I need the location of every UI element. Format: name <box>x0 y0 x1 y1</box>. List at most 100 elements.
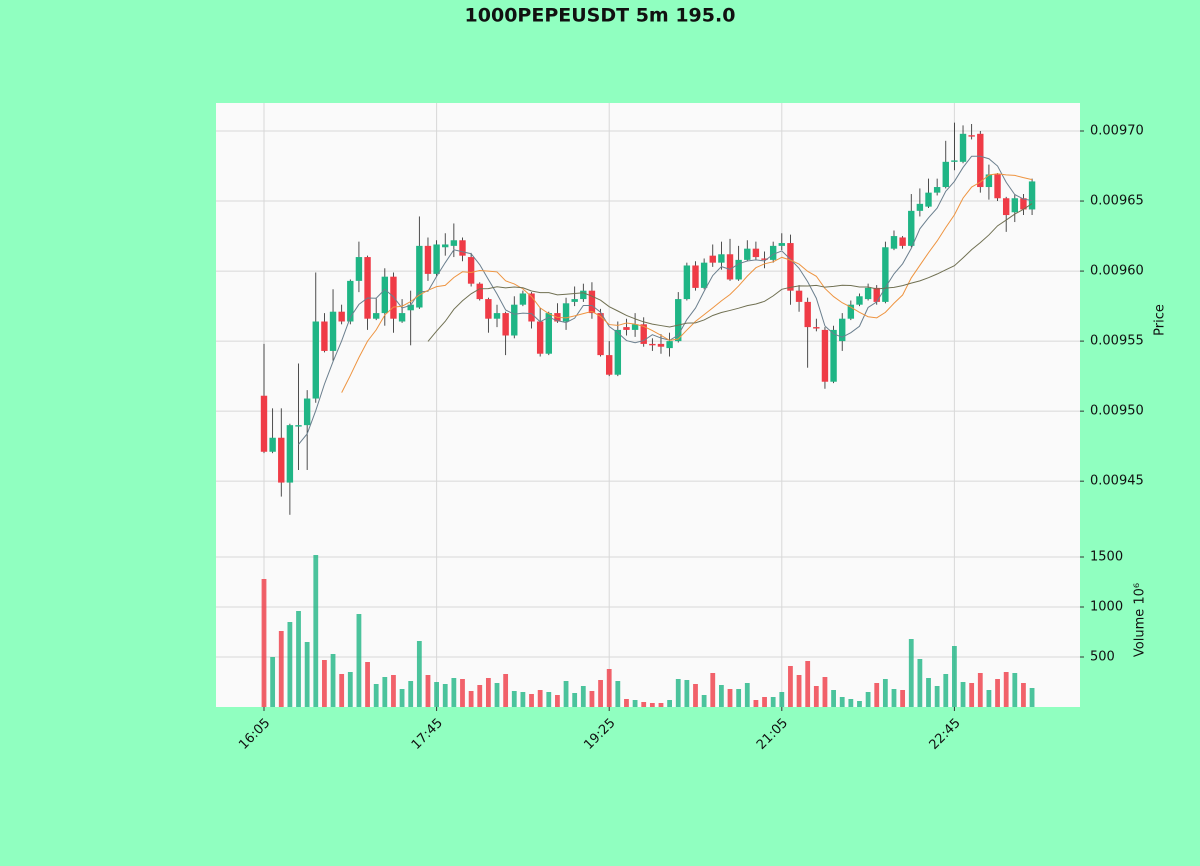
candle-body <box>278 437 285 483</box>
volume-bar <box>684 680 690 707</box>
volume-bar <box>770 697 776 707</box>
candle-body <box>485 299 492 319</box>
y-tick-label: 0.00955 <box>1090 334 1144 349</box>
candle-body <box>321 321 328 351</box>
volume-bar <box>882 679 888 707</box>
y-axis-label: Price <box>1153 304 1168 336</box>
volume-bar <box>788 666 793 707</box>
volume-bar <box>304 642 310 707</box>
candle-body <box>433 244 440 274</box>
candle-body <box>856 296 863 305</box>
volume-bar <box>908 639 914 707</box>
candle-body <box>752 248 760 258</box>
candle-body <box>700 262 708 288</box>
candle-body <box>614 329 622 375</box>
candle-body <box>476 283 483 300</box>
volume-bar <box>416 641 422 707</box>
volume-bar <box>1012 673 1018 707</box>
volume-bar <box>693 684 698 707</box>
candle-body <box>726 254 734 280</box>
candle-body <box>882 247 889 302</box>
moving-average-line <box>341 173 1033 393</box>
volume-bar <box>468 691 474 707</box>
volume-bar <box>744 683 750 707</box>
volume-bar <box>1021 683 1026 707</box>
volume-bar <box>1029 688 1035 707</box>
volume-bar <box>313 555 319 707</box>
candle-body <box>813 327 820 329</box>
candle-body <box>778 243 785 246</box>
candle-body <box>839 318 846 342</box>
candle-body <box>511 304 518 336</box>
candle-body <box>571 299 578 302</box>
volume-bar <box>727 689 733 707</box>
candle-body <box>398 313 406 322</box>
volume-bar <box>917 659 923 707</box>
candle-body <box>908 210 915 246</box>
candle-body <box>442 244 449 248</box>
candle-body <box>666 341 673 349</box>
volume-bar <box>485 678 491 707</box>
candle-body <box>545 313 552 354</box>
candle-body <box>985 174 993 188</box>
volume-bar <box>511 691 517 707</box>
candle-body <box>562 303 570 322</box>
candle-body <box>588 290 596 314</box>
candle-body <box>951 160 958 162</box>
candle-body <box>312 321 319 399</box>
volume-bar <box>874 683 880 707</box>
volume-bar <box>796 675 802 707</box>
x-tick-label: 22:45 <box>927 716 964 753</box>
volume-bar <box>848 699 854 707</box>
y-tick-label: 0.00960 <box>1090 264 1144 279</box>
volume-bar <box>477 685 483 707</box>
candle-body <box>580 290 587 300</box>
volume-bar <box>322 660 327 707</box>
candle-body <box>709 255 716 263</box>
volume-axis-label: Volume 10⁶ <box>1133 583 1148 657</box>
candle-body <box>390 276 397 319</box>
candle-body <box>657 343 665 347</box>
volume-bar <box>494 683 500 707</box>
candle-body <box>977 133 984 188</box>
volume-bar <box>779 692 785 707</box>
candle-body <box>536 321 544 354</box>
volume-bar <box>891 689 897 707</box>
volume-bar <box>563 681 569 707</box>
volume-bar <box>649 703 655 707</box>
volume-bar <box>943 674 949 707</box>
volume-bar <box>270 657 276 707</box>
candle-body <box>787 243 794 291</box>
candle-body <box>640 324 647 344</box>
candle-body <box>925 192 932 207</box>
volume-bar <box>287 622 293 707</box>
volume-bar <box>442 684 448 707</box>
candle-body <box>830 329 837 382</box>
candle-body <box>269 437 276 452</box>
volume-bar <box>736 689 742 707</box>
candle-body <box>364 257 371 319</box>
volume-bar <box>857 701 862 707</box>
candle-body <box>916 203 924 211</box>
candle-body <box>347 280 354 322</box>
volume-bar <box>822 677 828 707</box>
candle-body <box>407 304 414 311</box>
volume-bar <box>641 702 647 707</box>
candle-body <box>623 327 630 330</box>
y-tick-label: 0.00945 <box>1090 474 1144 489</box>
x-tick-label: 21:05 <box>754 716 791 753</box>
volume-bar <box>813 686 819 707</box>
candle-body <box>942 161 949 188</box>
candle-body <box>467 257 475 284</box>
candle-body <box>1020 198 1027 210</box>
volume-bar <box>537 690 543 707</box>
volume-bar <box>926 678 931 707</box>
candle-body <box>519 293 527 305</box>
candle-body <box>744 248 751 260</box>
y-tick-label: 0.00965 <box>1090 194 1144 209</box>
volume-bar <box>391 675 396 707</box>
candle-body <box>821 329 829 382</box>
volume-bar <box>606 669 612 707</box>
